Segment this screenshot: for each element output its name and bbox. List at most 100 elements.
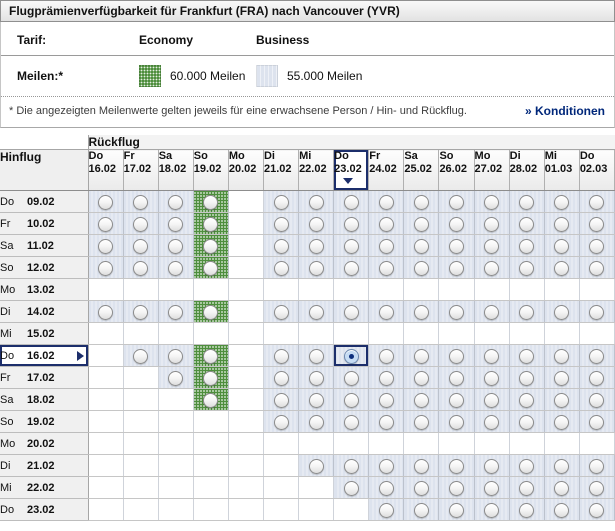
award-radio[interactable]: [554, 415, 570, 430]
award-cell-business-55000[interactable]: [298, 300, 335, 323]
award-cell-business-55000[interactable]: [438, 454, 475, 477]
award-cell-business-55000[interactable]: [509, 476, 545, 499]
award-radio[interactable]: [133, 217, 149, 232]
award-radio[interactable]: [413, 261, 429, 276]
award-radio[interactable]: [98, 239, 114, 254]
award-cell-business-55000[interactable]: [579, 190, 615, 213]
award-radio[interactable]: [484, 415, 500, 430]
award-radio[interactable]: [378, 459, 394, 474]
award-cell-business-55000[interactable]: [579, 410, 615, 433]
award-radio[interactable]: [554, 195, 570, 210]
award-cell-business-55000[interactable]: [579, 212, 615, 235]
award-radio[interactable]: [168, 349, 184, 364]
award-cell-business-55000[interactable]: [333, 256, 370, 279]
award-radio[interactable]: [554, 349, 570, 364]
award-cell-business-55000[interactable]: [579, 388, 615, 411]
outbound-date-header[interactable]: Do 09.02: [0, 190, 89, 213]
award-cell-business-55000[interactable]: [438, 498, 475, 521]
award-cell-business-55000[interactable]: [403, 300, 440, 323]
return-date-header[interactable]: Mi 01.03: [544, 149, 580, 191]
award-cell-business-55000[interactable]: [263, 300, 300, 323]
award-cell-business-55000[interactable]: [298, 410, 335, 433]
award-radio[interactable]: [448, 371, 464, 386]
award-cell-business-55000[interactable]: [438, 344, 475, 367]
award-radio[interactable]: [519, 239, 535, 254]
award-radio[interactable]: [554, 459, 570, 474]
award-cell-business-55000[interactable]: [544, 366, 580, 389]
award-radio[interactable]: [343, 195, 359, 210]
award-cell-business-55000[interactable]: [123, 212, 159, 235]
return-date-header[interactable]: So 26.02: [438, 149, 475, 191]
award-radio[interactable]: [273, 371, 289, 386]
award-radio[interactable]: [413, 195, 429, 210]
award-radio[interactable]: [554, 371, 570, 386]
award-radio[interactable]: [519, 261, 535, 276]
award-cell-business-55000[interactable]: [544, 344, 580, 367]
award-cell-business-55000[interactable]: [368, 388, 405, 411]
award-radio[interactable]: [448, 239, 464, 254]
award-cell-business-55000[interactable]: [438, 300, 475, 323]
award-radio[interactable]: [589, 459, 605, 474]
return-date-header[interactable]: Mo 27.02: [474, 149, 510, 191]
award-radio[interactable]: [589, 415, 605, 430]
award-radio[interactable]: [519, 195, 535, 210]
award-cell-business-55000[interactable]: [368, 190, 405, 213]
award-radio[interactable]: [343, 305, 359, 320]
outbound-date-header[interactable]: Mi 22.02: [0, 476, 89, 499]
award-cell-business-55000[interactable]: [509, 454, 545, 477]
return-date-header[interactable]: Mo 20.02: [228, 149, 264, 191]
award-cell-business-55000[interactable]: [263, 256, 300, 279]
award-radio[interactable]: [484, 305, 500, 320]
award-cell-business-55000[interactable]: [579, 344, 615, 367]
return-date-header[interactable]: Sa 25.02: [403, 149, 440, 191]
award-cell-business-55000[interactable]: [438, 234, 475, 257]
award-cell-business-55000[interactable]: [333, 476, 370, 499]
award-radio[interactable]: [378, 349, 394, 364]
award-cell-business-55000[interactable]: [403, 190, 440, 213]
award-radio[interactable]: [554, 481, 570, 496]
award-cell-business-55000[interactable]: [368, 476, 405, 499]
award-radio[interactable]: [273, 415, 289, 430]
award-radio-selected[interactable]: [343, 349, 359, 364]
award-radio[interactable]: [378, 261, 394, 276]
award-radio[interactable]: [343, 371, 359, 386]
award-radio[interactable]: [554, 503, 570, 518]
award-radio[interactable]: [484, 481, 500, 496]
award-radio[interactable]: [413, 393, 429, 408]
award-cell-business-55000[interactable]: [474, 388, 510, 411]
award-cell-business-55000[interactable]: [544, 300, 580, 323]
award-radio[interactable]: [98, 305, 114, 320]
award-cell-business-55000[interactable]: [509, 234, 545, 257]
award-radio[interactable]: [484, 217, 500, 232]
return-date-header[interactable]: Do 16.02: [88, 149, 124, 191]
award-cell-business-55000[interactable]: [474, 476, 510, 499]
award-radio[interactable]: [413, 217, 429, 232]
award-cell-economy-60000[interactable]: [193, 388, 229, 411]
award-radio[interactable]: [203, 261, 219, 276]
award-cell-business-55000[interactable]: [474, 190, 510, 213]
award-radio[interactable]: [448, 261, 464, 276]
award-cell-business-55000[interactable]: [333, 454, 370, 477]
award-radio[interactable]: [203, 393, 219, 408]
award-radio[interactable]: [484, 349, 500, 364]
award-radio[interactable]: [378, 217, 394, 232]
award-radio[interactable]: [378, 371, 394, 386]
award-cell-business-55000[interactable]: [368, 344, 405, 367]
award-cell-business-55000[interactable]: [158, 366, 194, 389]
award-cell-business-55000[interactable]: [403, 366, 440, 389]
award-radio[interactable]: [203, 371, 219, 386]
award-cell-business-55000[interactable]: [88, 256, 124, 279]
award-cell-business-55000[interactable]: [333, 212, 370, 235]
award-radio[interactable]: [378, 415, 394, 430]
award-radio[interactable]: [554, 305, 570, 320]
award-cell-business-55000[interactable]: [158, 344, 194, 367]
award-radio[interactable]: [589, 217, 605, 232]
award-radio[interactable]: [343, 415, 359, 430]
award-cell-business-55000[interactable]: [333, 300, 370, 323]
award-cell-business-55000[interactable]: [579, 256, 615, 279]
award-radio[interactable]: [519, 393, 535, 408]
award-cell-business-55000[interactable]: [263, 344, 300, 367]
award-radio[interactable]: [448, 481, 464, 496]
award-radio[interactable]: [378, 239, 394, 254]
award-radio[interactable]: [203, 349, 219, 364]
